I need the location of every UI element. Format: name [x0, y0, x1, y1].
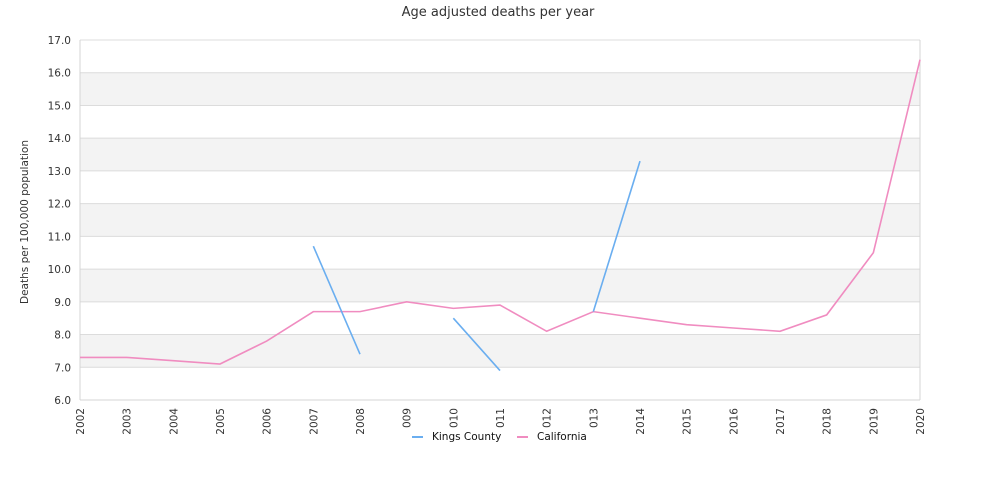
x-tick-label: 2007 [308, 408, 320, 435]
y-tick-label: 17.0 [48, 35, 71, 47]
series-line-kings-county [592, 160, 641, 312]
x-tick-label: 2019 [868, 408, 880, 435]
grid-band [80, 269, 920, 302]
y-tick-label: 9.0 [54, 297, 71, 309]
series-line-kings-county [452, 317, 501, 372]
x-tick-label: 2003 [122, 408, 134, 435]
x-tick-label: 2020 [915, 408, 927, 435]
y-tick-label: 15.0 [48, 100, 71, 112]
x-tick-label: 2006 [262, 408, 274, 435]
legend: Kings County California [402, 428, 598, 444]
x-tick-label: 2004 [168, 408, 180, 435]
x-tick-label: 2015 [682, 408, 694, 435]
y-tick-label: 16.0 [48, 68, 71, 80]
y-tick-label: 8.0 [54, 330, 71, 342]
y-tick-label: 13.0 [48, 166, 71, 178]
y-tick-label: 10.0 [48, 264, 71, 276]
y-tick-label: 14.0 [48, 133, 71, 145]
x-tick-label: 2002 [75, 408, 87, 435]
y-tick-label: 6.0 [54, 395, 71, 407]
x-tick-label: 2017 [775, 408, 787, 435]
grid-band [80, 72, 920, 106]
legend-background [402, 428, 598, 444]
x-tick-label: 2008 [355, 408, 367, 435]
y-axis-label: Deaths per 100,000 population [19, 140, 31, 304]
series-line-kings-county [312, 245, 361, 355]
grid-band [80, 334, 920, 368]
x-tick-label: 2016 [728, 408, 740, 435]
x-tick-label: 2005 [215, 408, 227, 435]
y-tick-label: 11.0 [48, 231, 71, 243]
y-tick-label: 7.0 [54, 362, 71, 374]
series-line-california [80, 59, 921, 365]
legend-label: Kings County [432, 431, 501, 443]
y-tick-label: 12.0 [48, 199, 71, 211]
legend-label: California [537, 431, 587, 443]
x-tick-label: 2018 [822, 408, 834, 435]
x-tick-label: 2014 [635, 408, 647, 435]
grid-band [80, 203, 920, 237]
grid-band [80, 138, 920, 171]
chart-title: Age adjusted deaths per year [402, 5, 595, 20]
